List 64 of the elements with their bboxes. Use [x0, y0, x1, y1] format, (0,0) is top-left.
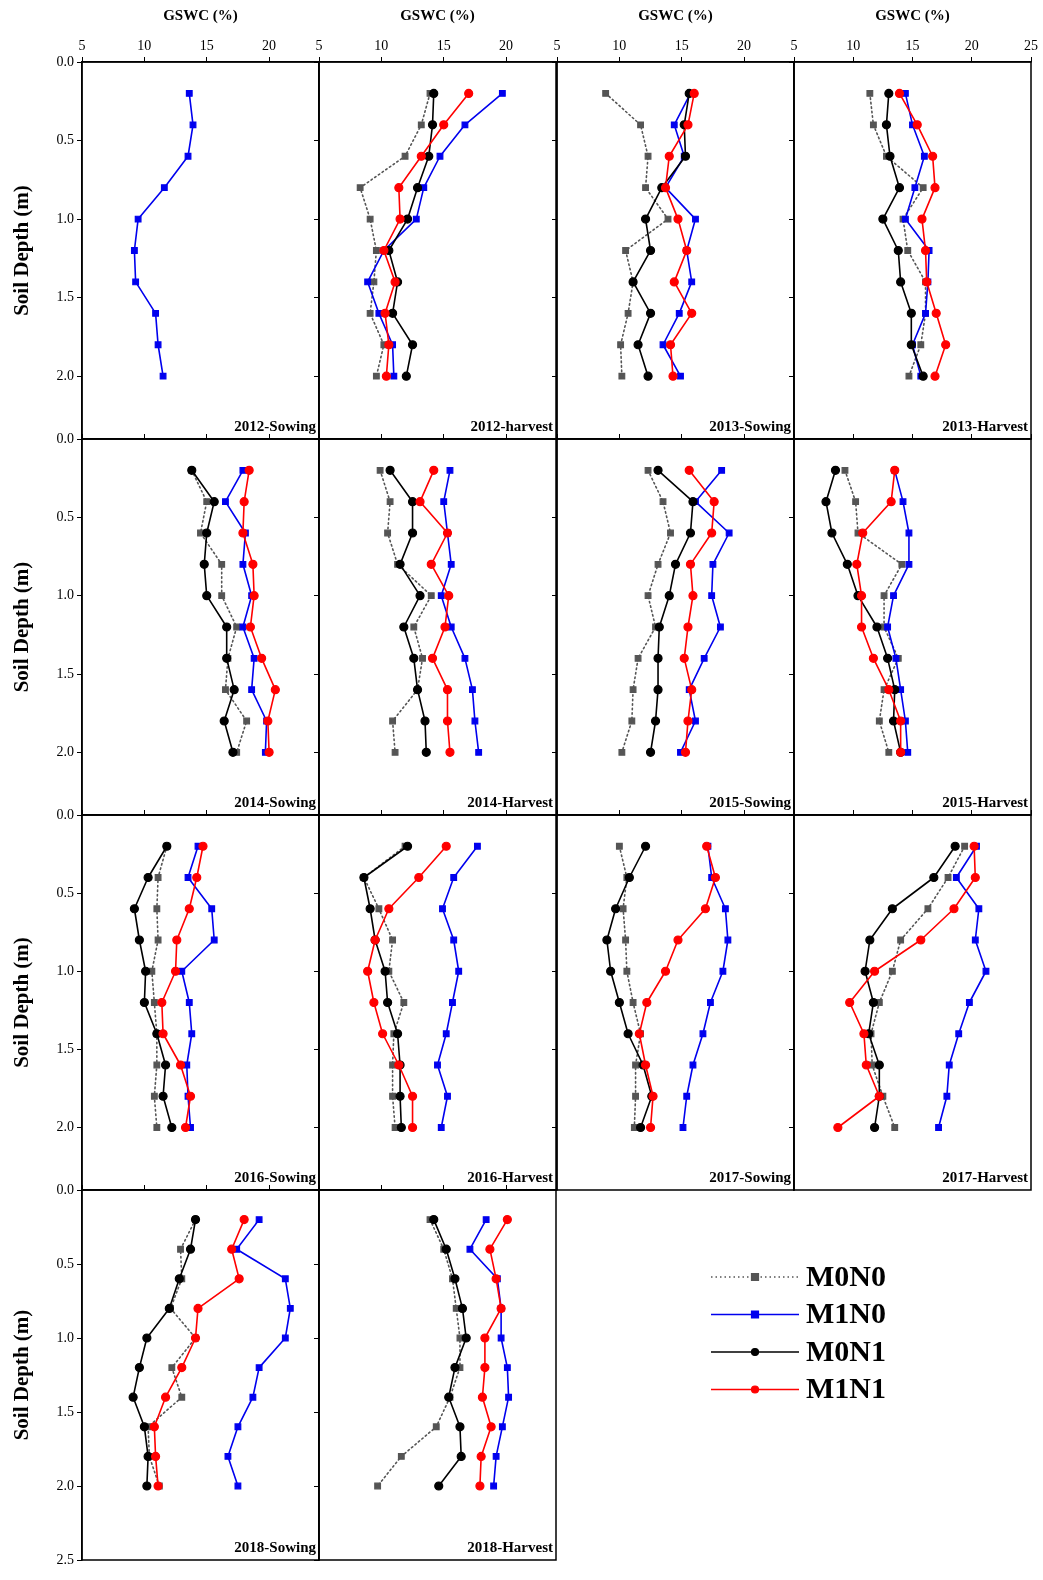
y-axis-title: Soil Depth (m) — [9, 185, 34, 316]
text: 2012-Sowing — [234, 418, 317, 434]
text: 2012-harvest — [470, 418, 553, 434]
x-tick-label: 10 — [612, 38, 627, 54]
x-tick-label: 10 — [137, 38, 152, 54]
y-tick-label: 1.0 — [56, 1329, 74, 1345]
y-tick-label: 2.0 — [56, 744, 74, 760]
y-tick-label: 2.5 — [56, 1551, 74, 1567]
x-axis-title: GSWC (%) — [638, 6, 713, 24]
legend-label: M0N1 — [806, 1333, 886, 1367]
x-tick-label: 10 — [374, 38, 389, 54]
text: 2015-Sowing — [709, 794, 792, 810]
y-tick-label: 1.0 — [56, 587, 74, 603]
y-tick-label: 1.5 — [56, 1403, 74, 1419]
y-tick-label: 2.0 — [56, 1119, 74, 1135]
y-tick-label: 1.5 — [56, 1041, 74, 1057]
text: 2018-Harvest — [467, 1539, 553, 1555]
x-tick-label: 15 — [905, 38, 920, 54]
text: 2015-Harvest — [942, 794, 1028, 810]
legend-label: M1N1 — [806, 1371, 886, 1405]
y-tick-label: 0.0 — [56, 430, 74, 446]
y-tick-label: 2.0 — [56, 367, 74, 383]
y-tick-label: 0.5 — [56, 884, 74, 900]
y-tick-label: 0.0 — [56, 1181, 74, 1197]
x-axis-title: GSWC (%) — [400, 6, 475, 24]
text: 2016-Harvest — [467, 1169, 553, 1185]
x-tick-label: 5 — [553, 38, 561, 54]
x-tick-label: 25 — [1024, 38, 1038, 54]
x-tick-label: 20 — [964, 38, 979, 54]
x-axis-title: GSWC (%) — [875, 6, 950, 24]
text: 2018-Sowing — [234, 1539, 317, 1555]
text: 2017-Sowing — [709, 1169, 792, 1185]
text: 2016-Sowing — [234, 1169, 317, 1185]
y-tick-label: 1.5 — [56, 289, 74, 305]
y-tick-label: 1.0 — [56, 210, 74, 226]
y-tick-label: 0.0 — [56, 53, 74, 69]
legend-label: M0N0 — [806, 1258, 886, 1292]
x-tick-label: 5 — [790, 38, 798, 54]
y-tick-label: 1.0 — [56, 962, 74, 978]
text: 2014-Harvest — [467, 794, 553, 810]
legend-label: M1N0 — [806, 1296, 886, 1330]
x-tick-label: 5 — [78, 38, 86, 54]
x-tick-label: 10 — [846, 38, 861, 54]
x-tick-label: 15 — [436, 38, 451, 54]
y-tick-label: 0.5 — [56, 509, 74, 525]
x-tick-label: 20 — [737, 38, 752, 54]
x-tick-label: 20 — [262, 38, 277, 54]
y-axis-title: Soil Depth (m) — [9, 937, 34, 1068]
x-tick-label: 5 — [315, 38, 323, 54]
y-tick-label: 0.5 — [56, 1255, 74, 1271]
text: 2014-Sowing — [234, 794, 317, 810]
text: 2013-Sowing — [709, 418, 792, 434]
y-tick-label: 0.5 — [56, 132, 74, 148]
x-tick-label: 20 — [499, 38, 514, 54]
x-axis-title: GSWC (%) — [163, 6, 238, 24]
text: 2013-Harvest — [942, 418, 1028, 434]
text: 2017-Harvest — [942, 1169, 1028, 1185]
y-axis-title: Soil Depth (m) — [9, 561, 34, 693]
x-tick-label: 15 — [199, 38, 214, 54]
x-tick-label: 15 — [674, 38, 689, 54]
y-tick-label: 1.5 — [56, 665, 74, 681]
y-tick-label: 0.0 — [56, 806, 74, 822]
y-axis-title: Soil Depth (m) — [9, 1309, 34, 1441]
y-tick-label: 2.0 — [56, 1477, 74, 1493]
